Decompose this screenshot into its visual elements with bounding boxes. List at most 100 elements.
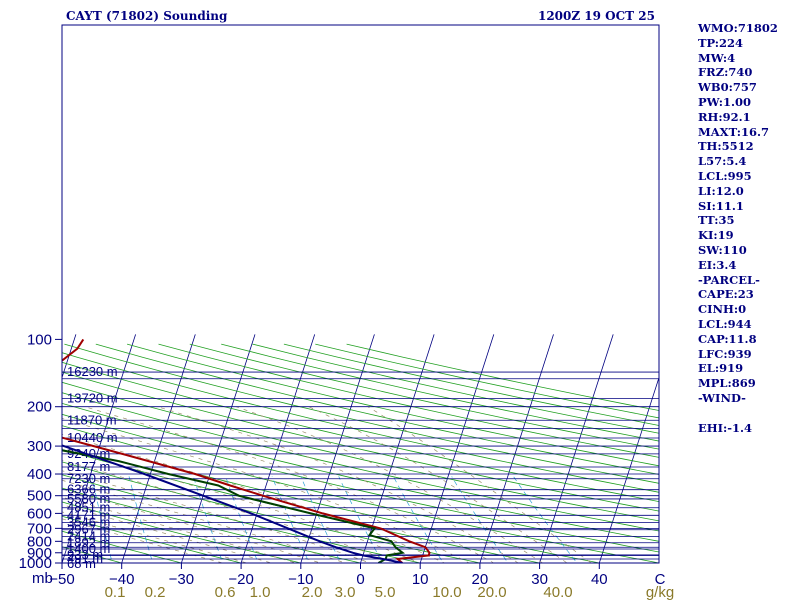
temperature-tick-label: 20	[472, 571, 489, 588]
dry-adiabat	[221, 343, 659, 442]
pressure-tick-label: 400	[27, 466, 52, 483]
index-row: SW:110	[698, 242, 747, 257]
height-label: 3546 m	[67, 515, 110, 530]
dry-adiabat	[62, 530, 183, 563]
index-row: L57:5.4	[698, 154, 747, 169]
dry-adiabat	[62, 474, 423, 563]
moist-adiabat	[62, 470, 371, 563]
index-row: LCL:995	[698, 168, 752, 183]
mixing-ratio-line	[128, 476, 154, 563]
isotherm	[62, 334, 77, 379]
dry-adiabat	[62, 402, 659, 542]
index-row: MW:4	[698, 50, 736, 65]
dry-adiabat	[95, 343, 659, 475]
index-row: TH:5512	[698, 139, 754, 154]
height-label: 5580 m	[67, 491, 110, 506]
index-row: WB0:757	[698, 80, 757, 95]
pressure-tick-label: 700	[27, 520, 52, 537]
mixing-ratio-tick-label: 20.0	[477, 584, 506, 600]
mixing-ratio-tick-label: 10.0	[432, 584, 461, 600]
dry-adiabat	[62, 371, 659, 512]
mixing-ratio-tick-label: 5.0	[375, 584, 396, 600]
indices-panel: WMO:71802 TP:224 MW:4 FRZ:740 WB0:757 PW:1.00…	[698, 21, 798, 435]
index-row: KI:19	[698, 228, 734, 243]
pressure-tick-label: 500	[27, 488, 52, 505]
temperature-tick-label: −40	[109, 571, 134, 588]
mixing-ratio-tick-label: 3.0	[335, 584, 356, 600]
height-label: 6366 m	[67, 482, 110, 497]
index-row: PW:1.00	[698, 94, 752, 109]
dry-adiabat	[62, 501, 303, 563]
chart-title: CAYT (71802) Sounding	[66, 9, 228, 23]
mixing-ratio-tick-label: 1.0	[250, 584, 271, 600]
pressure-tick-label: 1000	[19, 555, 52, 572]
mixing-ratio-tick-label: 2.0	[302, 584, 323, 600]
index-row: WMO:71802	[698, 21, 778, 35]
height-label: 933 m	[67, 547, 103, 562]
index-row: MPL:869	[698, 376, 756, 391]
dry-adiabat	[62, 546, 124, 563]
temperature-unit-label: C	[655, 571, 666, 588]
index-row: MAXT:16.7	[698, 124, 769, 139]
moist-adiabat	[62, 488, 322, 563]
temperature-line	[62, 338, 431, 563]
dry-adiabat	[62, 436, 602, 563]
index-row: -PARCEL-	[698, 272, 760, 287]
index-row: -WIND-	[698, 390, 746, 405]
dewpoint-line	[62, 449, 406, 563]
moist-adiabat	[62, 418, 470, 563]
pressure-unit-label: mb	[32, 570, 53, 587]
parcel-line	[62, 444, 403, 563]
temperature-tick-label: 30	[531, 571, 548, 588]
index-row: TT:35	[698, 213, 735, 228]
isotherm	[62, 334, 136, 563]
index-row: CINH:0	[698, 302, 747, 317]
isotherm	[180, 334, 256, 563]
moist-adiabat	[62, 479, 347, 563]
moist-adiabat	[84, 406, 495, 563]
height-label: 4851 m	[67, 500, 110, 515]
mixing-ratio-line	[392, 476, 444, 563]
mixing-ratio-line	[513, 476, 578, 563]
pressure-tick-label: 600	[27, 505, 52, 522]
isotherm	[479, 334, 554, 563]
moist-adiabat	[62, 433, 446, 563]
temperature-tick-label: −50	[49, 571, 74, 588]
isotherm	[121, 334, 196, 563]
index-row: EI:3.4	[698, 257, 737, 272]
chart-subtitle: 1200Z 19 OCT 25	[538, 9, 655, 23]
height-label: 1400 m	[67, 541, 110, 556]
pressure-tick-label: 100	[27, 331, 52, 348]
mixing-ratio-unit-label: g/kg	[646, 584, 674, 600]
height-label: 1892 m	[67, 535, 110, 550]
isotherm	[360, 334, 435, 563]
index-row: TP:224	[698, 35, 744, 50]
index-row: RH:92.1	[698, 109, 751, 124]
dry-adiabat	[189, 343, 659, 450]
dry-adiabat	[64, 343, 659, 484]
height-label: 2414 m	[67, 528, 110, 543]
dry-adiabat	[252, 343, 659, 434]
mixing-ratio-tick-label: 40.0	[543, 584, 572, 600]
temperature-tick-label: 40	[591, 571, 608, 588]
height-label: 11870 m	[67, 412, 117, 427]
dry-adiabat	[158, 343, 659, 458]
temperature-tick-label: −20	[228, 571, 253, 588]
moist-adiabat	[308, 406, 568, 563]
dry-adiabat	[62, 487, 363, 563]
height-label: 10440 m	[67, 430, 118, 445]
moist-adiabat	[157, 406, 519, 563]
temperature-tick-label: 0	[356, 571, 364, 588]
temperature-tick-label: 10	[412, 571, 429, 588]
dry-adiabat	[62, 352, 659, 493]
mixing-ratio-line	[338, 476, 384, 563]
mixing-ratio-tick-label: 0.6	[215, 584, 236, 600]
series-layer	[62, 338, 431, 563]
pressure-tick-label: 200	[27, 399, 52, 416]
dry-adiabat	[62, 425, 659, 563]
dry-adiabat	[62, 381, 659, 522]
index-row: EHI:-1.4	[698, 420, 753, 435]
mixing-ratio-tick-label: 0.2	[145, 584, 166, 600]
